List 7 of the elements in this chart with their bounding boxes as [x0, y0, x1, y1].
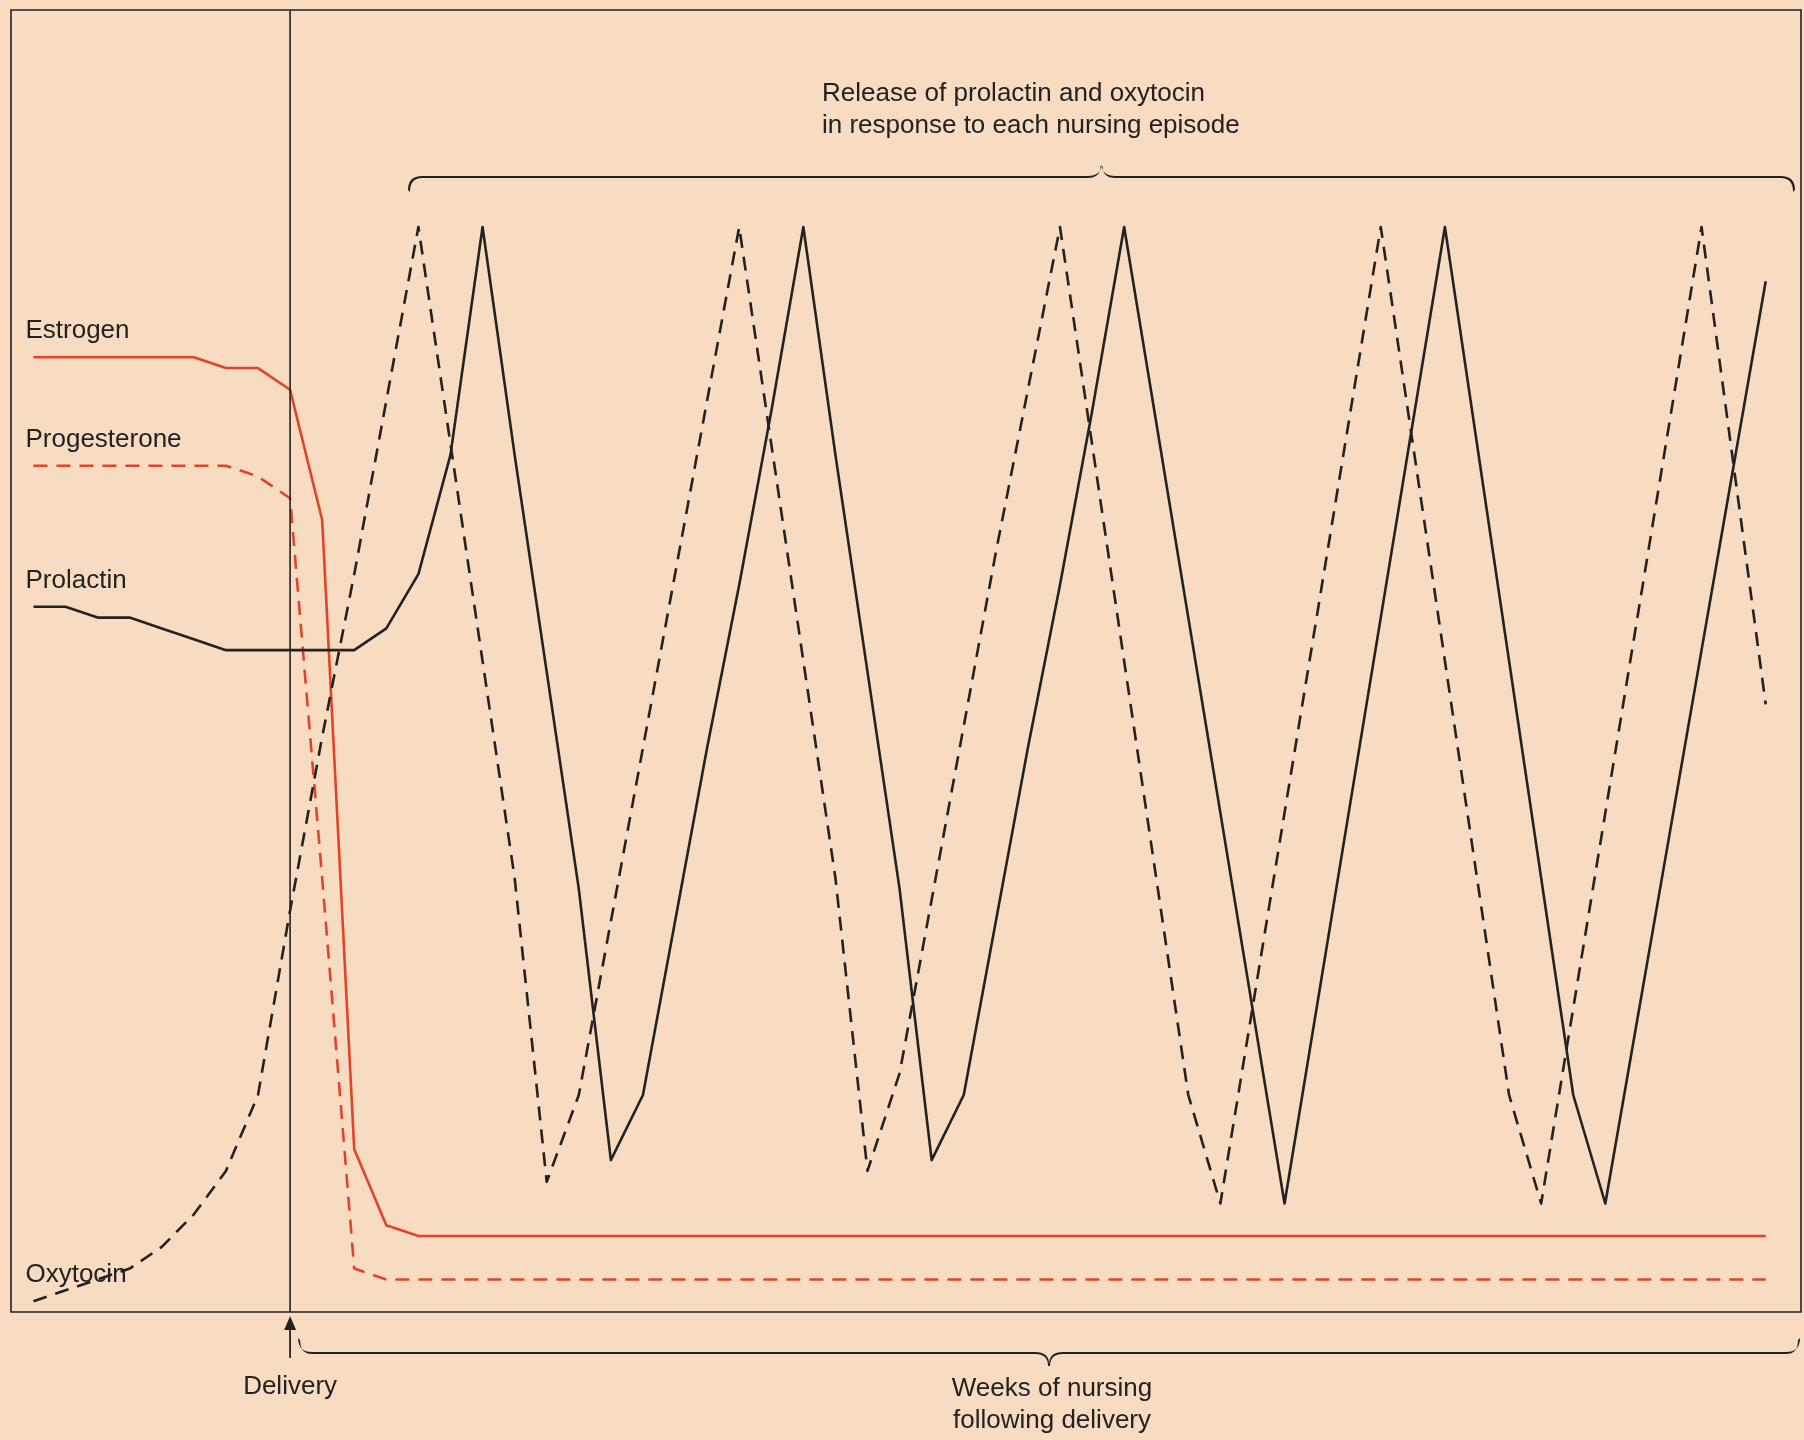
text: Release of prolactin and oxytocin in response to each nursing episode [822, 77, 1240, 139]
series-label: Estrogen [25, 314, 130, 345]
text: Delivery [243, 1370, 338, 1400]
series-label: Oxytocin [25, 1258, 127, 1289]
series-label: Prolactin [25, 563, 127, 594]
text: Weeks of nursing following delivery [951, 1372, 1153, 1434]
series-label: Progesterone [25, 422, 182, 453]
